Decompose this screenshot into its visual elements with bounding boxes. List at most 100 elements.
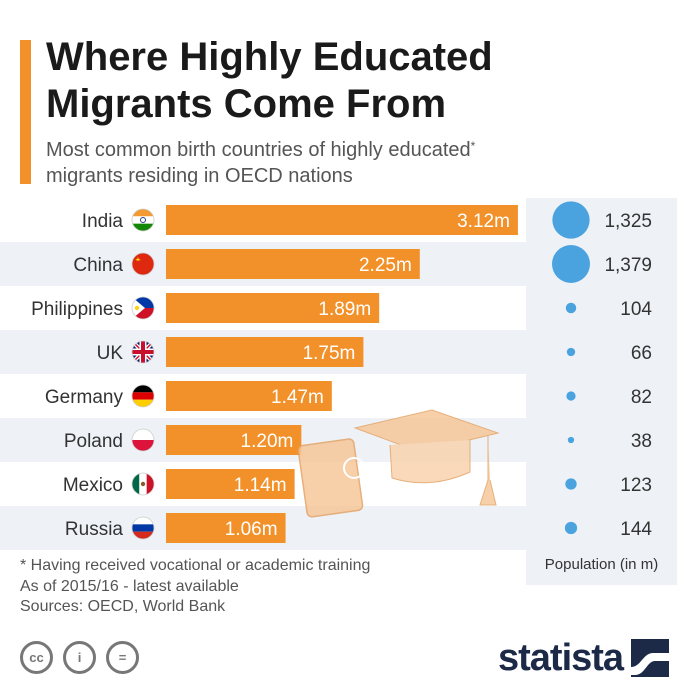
russia-flag-icon-outline bbox=[131, 516, 155, 540]
russia-flag-icon-part bbox=[132, 524, 154, 532]
subtitle: Most common birth countries of highly ed… bbox=[46, 137, 606, 189]
chart-row: India 3.12m 1,325 bbox=[82, 201, 652, 239]
india-flag-icon bbox=[132, 209, 154, 231]
population-label: 1,325 bbox=[604, 211, 652, 232]
bar-value-label: 1.75m bbox=[303, 343, 356, 364]
country-label: Russia bbox=[65, 519, 124, 540]
russia-flag-icon bbox=[132, 517, 154, 539]
germany-flag-icon-outline bbox=[131, 384, 155, 408]
mexico-flag-icon bbox=[132, 473, 154, 495]
bar bbox=[166, 469, 295, 499]
country-label: India bbox=[82, 211, 124, 232]
bar bbox=[166, 513, 286, 543]
country-label: Philippines bbox=[31, 299, 123, 320]
title-line-2: Migrants Come From bbox=[46, 82, 447, 126]
bar-value-label: 1.06m bbox=[225, 519, 278, 540]
poland-flag-icon-part bbox=[132, 440, 154, 451]
chart-row: Mexico 1.14m 123 bbox=[63, 469, 652, 499]
chart-row: Philippines 1.89m 104 bbox=[31, 293, 652, 323]
footnote-line-2: As of 2015/16 - latest available bbox=[20, 578, 239, 595]
germany-flag-icon-part bbox=[132, 392, 154, 400]
chart-row: Germany 1.47m 82 bbox=[45, 381, 652, 411]
bar-value-label: 2.25m bbox=[359, 255, 412, 276]
footnote: * Having received vocational or academic… bbox=[20, 555, 370, 597]
bar-value-label: 3.12m bbox=[457, 211, 510, 232]
sources: Sources: OECD, World Bank bbox=[20, 598, 226, 615]
population-bubble bbox=[567, 436, 575, 444]
passport-cap-illustration bbox=[297, 409, 500, 518]
russia-flag-icon-part bbox=[132, 531, 154, 539]
philippines-flag-icon-part bbox=[134, 305, 140, 311]
population-label: 104 bbox=[620, 299, 652, 320]
germany-flag-icon-part bbox=[132, 385, 154, 393]
passport-icon bbox=[297, 438, 364, 518]
germany-flag-icon bbox=[132, 385, 154, 407]
population-label: 66 bbox=[631, 343, 652, 364]
mexico-flag-icon-part bbox=[132, 473, 140, 495]
country-label: Poland bbox=[64, 431, 123, 452]
statista-logo[interactable]: statista bbox=[498, 636, 670, 680]
bar-value-label: 1.89m bbox=[318, 299, 371, 320]
bar bbox=[166, 205, 518, 235]
passport-globe-icon bbox=[343, 457, 365, 479]
population-bubble bbox=[564, 521, 578, 535]
uk-flag-icon-part bbox=[132, 350, 154, 354]
mexico-flag-icon-outline bbox=[131, 472, 155, 496]
population-bubble bbox=[566, 391, 576, 401]
russia-flag-icon-part bbox=[132, 517, 154, 525]
logo-mark-icon bbox=[631, 639, 670, 677]
page-title: Where Highly Educated Migrants Come From bbox=[46, 34, 666, 128]
country-label: Mexico bbox=[63, 475, 123, 496]
country-label: China bbox=[73, 255, 123, 276]
subtitle-asterisk: * bbox=[470, 139, 476, 153]
cc-icon[interactable]: cc bbox=[20, 641, 53, 674]
population-bubble bbox=[552, 201, 590, 239]
population-label: 123 bbox=[620, 475, 652, 496]
by-icon[interactable]: i bbox=[63, 641, 96, 674]
license-icons: cc i = bbox=[20, 641, 139, 674]
population-bubble bbox=[565, 302, 577, 314]
bar-chart: India 3.12m 1,325 China 2.25m 1,379 Philippine… bbox=[31, 201, 652, 543]
population-caption: Population (in m) bbox=[544, 556, 659, 573]
population-bubble bbox=[552, 245, 590, 283]
philippines-flag-icon-outline bbox=[131, 296, 155, 320]
bar bbox=[166, 293, 380, 323]
poland-flag-icon bbox=[132, 429, 154, 451]
graduation-cap-base bbox=[389, 440, 471, 484]
population-label: 144 bbox=[620, 519, 652, 540]
chart-row: Russia 1.06m 144 bbox=[65, 513, 652, 543]
bar-value-label: 1.14m bbox=[234, 475, 287, 496]
china-flag-icon bbox=[132, 253, 154, 275]
country-label: Germany bbox=[45, 387, 124, 408]
bar bbox=[166, 249, 420, 279]
china-flag-icon-part bbox=[135, 257, 141, 261]
footnote-line-1: * Having received vocational or academic… bbox=[20, 557, 371, 574]
population-label: 1,379 bbox=[604, 255, 652, 276]
india-flag-icon-part bbox=[132, 223, 154, 231]
population-bubble bbox=[566, 347, 576, 357]
uk-flag-icon-outline bbox=[131, 340, 155, 364]
poland-flag-icon-outline bbox=[131, 428, 155, 452]
poland-flag-icon-part bbox=[132, 429, 154, 440]
bar bbox=[166, 337, 364, 367]
nd-icon[interactable]: = bbox=[106, 641, 139, 674]
population-label: 38 bbox=[631, 431, 652, 452]
accent-bar bbox=[20, 40, 31, 184]
china-flag-icon-outline bbox=[131, 252, 155, 276]
chart-row: UK 1.75m 66 bbox=[97, 337, 652, 367]
mexico-flag-icon-part bbox=[140, 481, 146, 487]
philippines-flag-icon-part bbox=[132, 297, 154, 308]
chart-row: China 2.25m 1,379 bbox=[73, 245, 652, 283]
logo-text: statista bbox=[498, 637, 624, 679]
india-flag-icon-part bbox=[140, 217, 146, 223]
population-panel bbox=[526, 198, 677, 585]
subtitle-line-1: Most common birth countries of highly ed… bbox=[46, 139, 476, 161]
bar-value-label: 1.47m bbox=[271, 387, 324, 408]
germany-flag-icon-part bbox=[132, 399, 154, 407]
bar bbox=[166, 381, 332, 411]
subtitle-line-2: migrants residing in OECD nations bbox=[46, 165, 353, 187]
country-label: UK bbox=[97, 343, 124, 364]
population-bubble bbox=[565, 478, 577, 490]
india-flag-icon-outline bbox=[131, 208, 155, 232]
population-label: 82 bbox=[631, 387, 652, 408]
